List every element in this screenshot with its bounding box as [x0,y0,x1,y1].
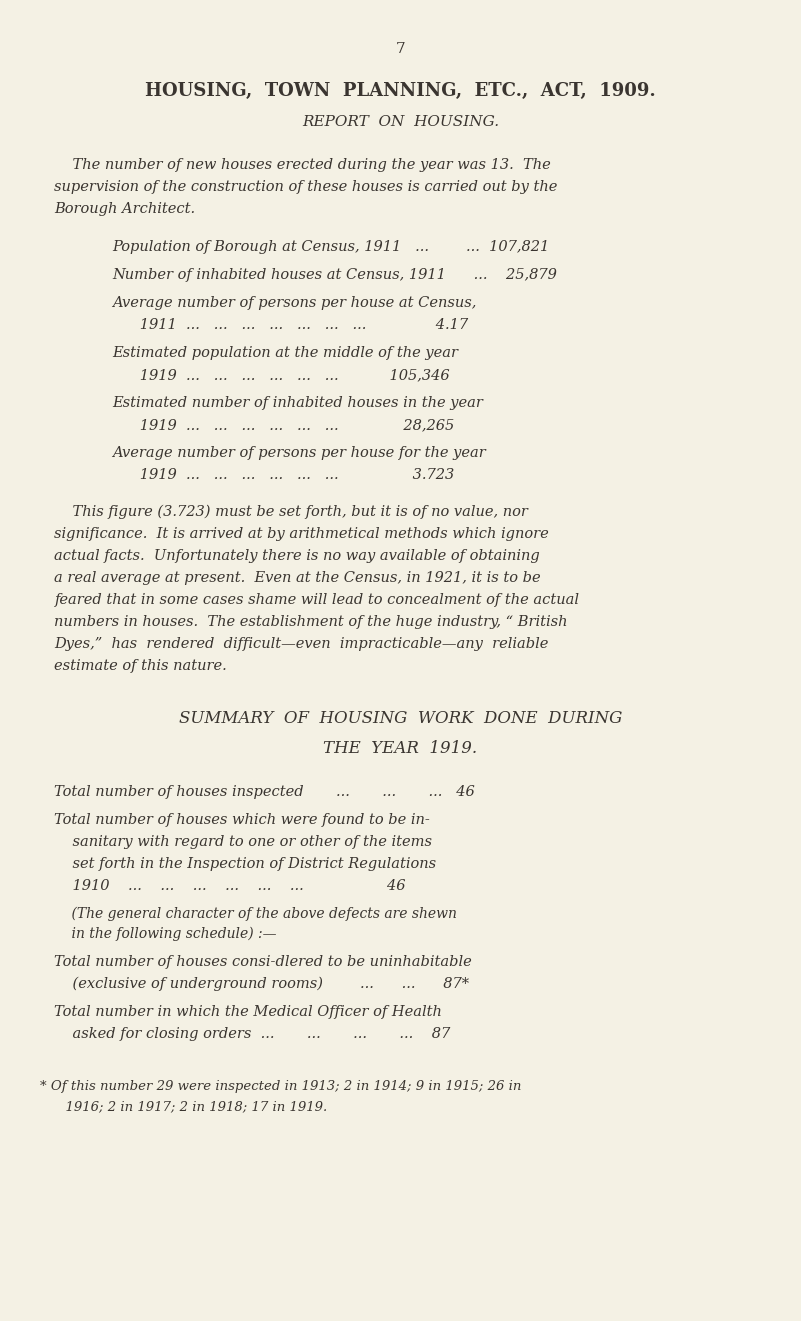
Text: HOUSING,  TOWN  PLANNING,  ETC.,  ACT,  1909.: HOUSING, TOWN PLANNING, ETC., ACT, 1909. [145,82,656,100]
Text: The number of new houses erected during the year was 13.  The: The number of new houses erected during … [54,159,551,172]
Text: Population of Borough at Census, 1911   ...        ...  107,821: Population of Borough at Census, 1911 ..… [112,240,549,254]
Text: supervision of the construction of these houses is carried out by the: supervision of the construction of these… [54,180,557,194]
Text: Total number in which the Medical Officer of Health: Total number in which the Medical Office… [54,1005,442,1018]
Text: 1910    ...    ...    ...    ...    ...    ...                  46: 1910 ... ... ... ... ... ... 46 [54,878,406,893]
Text: 7: 7 [396,42,405,55]
Text: 1916; 2 in 1917; 2 in 1918; 17 in 1919.: 1916; 2 in 1917; 2 in 1918; 17 in 1919. [40,1100,328,1114]
Text: 1919  ...   ...   ...   ...   ...   ...              28,265: 1919 ... ... ... ... ... ... 28,265 [112,417,454,432]
Text: * Of this number 29 were inspected in 1913; 2 in 1914; 9 in 1915; 26 in: * Of this number 29 were inspected in 19… [40,1081,521,1092]
Text: Total number of houses inspected       ...       ...       ...   46: Total number of houses inspected ... ...… [54,785,475,799]
Text: Estimated population at the middle of the year: Estimated population at the middle of th… [112,346,458,361]
Text: asked for closing orders  ...       ...       ...       ...    87: asked for closing orders ... ... ... ...… [54,1026,451,1041]
Text: Borough Architect.: Borough Architect. [54,202,195,217]
Text: Average number of persons per house for the year: Average number of persons per house for … [112,446,486,460]
Text: Number of inhabited houses at Census, 1911      ...    25,879: Number of inhabited houses at Census, 19… [112,268,557,281]
Text: Total number of houses consi­dlered to be uninhabitable: Total number of houses consi­dlered to b… [54,955,473,970]
Text: set forth in the Inspection of District Regulations: set forth in the Inspection of District … [54,857,437,871]
Text: actual facts.  Unfortunately there is no way available of obtaining: actual facts. Unfortunately there is no … [54,550,540,563]
Text: Total number of houses which were found to be in-: Total number of houses which were found … [54,812,430,827]
Text: This figure (3.723) must be set forth, but it is of no value, nor: This figure (3.723) must be set forth, b… [54,505,529,519]
Text: Estimated number of inhabited houses in the year: Estimated number of inhabited houses in … [112,396,483,410]
Text: in the following schedule) :—: in the following schedule) :— [54,927,277,942]
Text: estimate of this nature.: estimate of this nature. [54,659,227,672]
Text: sanitary with regard to one or other of the items: sanitary with regard to one or other of … [54,835,433,849]
Text: numbers in houses.  The establishment of the huge industry, “ British: numbers in houses. The establishment of … [54,616,568,629]
Text: significance.  It is arrived at by arithmetical methods which ignore: significance. It is arrived at by arithm… [54,527,549,542]
Text: THE  YEAR  1919.: THE YEAR 1919. [324,740,477,757]
Text: REPORT  ON  HOUSING.: REPORT ON HOUSING. [302,115,499,129]
Text: 1919  ...   ...   ...   ...   ...   ...           105,346: 1919 ... ... ... ... ... ... 105,346 [112,369,450,382]
Text: feared that in some cases shame will lead to concealment of the actual: feared that in some cases shame will lea… [54,593,579,608]
Text: Dyes,”  has  rendered  difficult—even  impracticable—any  reliable: Dyes,” has rendered difficult—even impra… [54,637,549,651]
Text: 1911  ...   ...   ...   ...   ...   ...   ...               4.17: 1911 ... ... ... ... ... ... ... 4.17 [112,318,469,332]
Text: SUMMARY  OF  HOUSING  WORK  DONE  DURING: SUMMARY OF HOUSING WORK DONE DURING [179,709,622,727]
Text: Average number of persons per house at Census,: Average number of persons per house at C… [112,296,477,310]
Text: a real average at present.  Even at the Census, in 1921, it is to be: a real average at present. Even at the C… [54,571,541,585]
Text: (The general character of the above defects are shewn: (The general character of the above defe… [54,908,457,921]
Text: 1919  ...   ...   ...   ...   ...   ...                3.723: 1919 ... ... ... ... ... ... 3.723 [112,468,454,482]
Text: (exclusive of underground rooms)        ...      ...      87*: (exclusive of underground rooms) ... ...… [54,978,469,991]
